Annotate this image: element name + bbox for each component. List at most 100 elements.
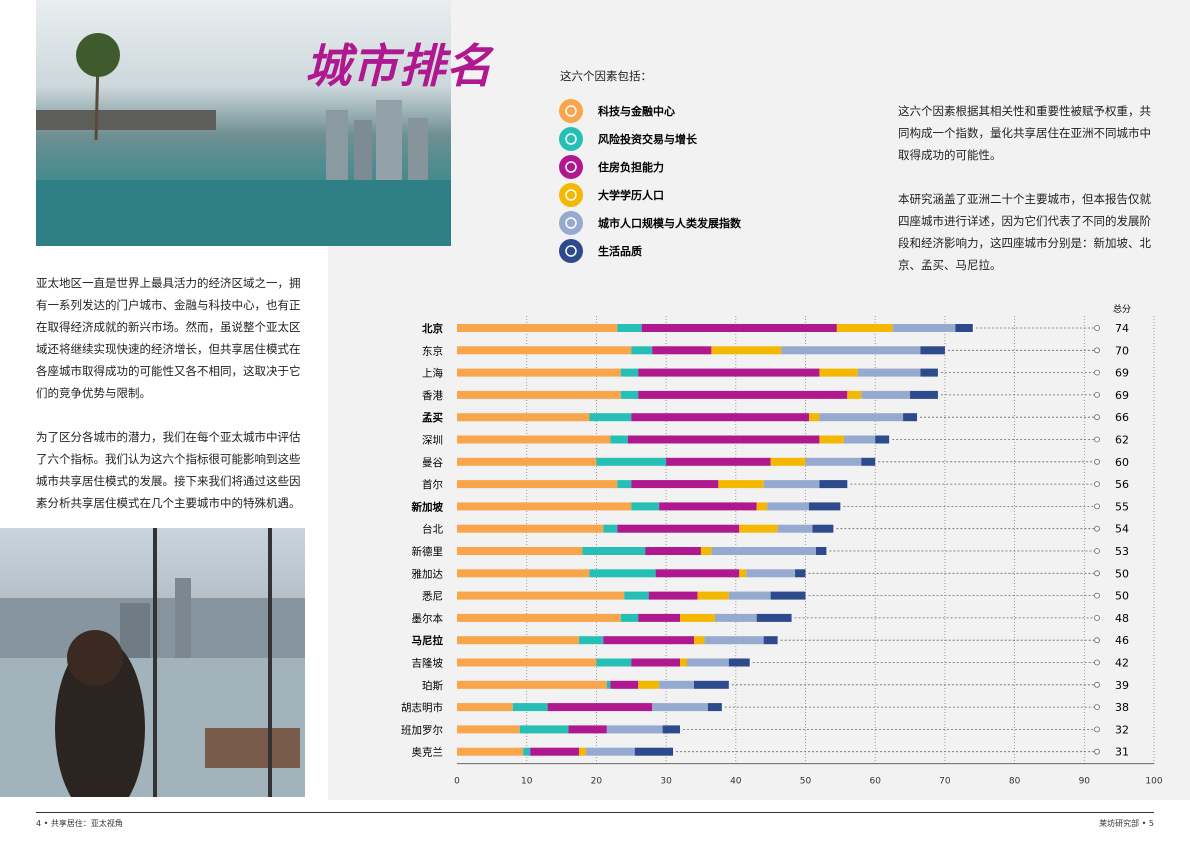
legend-label: 生活品质 — [598, 244, 642, 258]
bar-segment — [781, 346, 921, 355]
leader-dot — [1094, 414, 1100, 421]
y-tick-label: 新德里 — [412, 545, 444, 558]
bar-segment — [457, 435, 611, 444]
bar-segment — [638, 613, 681, 622]
y-tick-label: 曼谷 — [422, 457, 443, 469]
bar-segment — [631, 480, 719, 489]
paragraph: 为了区分各城市的潜力，我们在每个亚太城市中评估了六个指标。我们认为这六个指标很可… — [36, 430, 301, 510]
bar-segment — [457, 658, 597, 667]
bar-segment — [666, 457, 771, 466]
leader-dot — [1094, 392, 1100, 398]
bar-segment — [707, 703, 722, 712]
bar-segment — [746, 569, 796, 578]
total-label: 62 — [1115, 434, 1129, 447]
bar-segment — [568, 725, 607, 734]
bar-segment — [457, 413, 590, 422]
bar-segment — [920, 346, 945, 355]
bar-segment — [861, 390, 911, 399]
bar-segment — [680, 658, 688, 667]
bar-segment — [819, 435, 844, 444]
legend-label: 城市人口规模与人类发展指数 — [598, 216, 742, 230]
x-tick-label: 30 — [660, 777, 672, 787]
total-label: 54 — [1115, 523, 1129, 536]
bar-segment — [836, 324, 893, 332]
legend-icon — [559, 155, 583, 179]
x-tick-label: 100 — [1145, 777, 1162, 787]
leader-dot — [1094, 548, 1100, 554]
bar-segment — [763, 480, 820, 489]
legend-icon-inner — [565, 217, 577, 229]
bar-segment — [589, 569, 656, 578]
y-tick-label: 首尔 — [422, 478, 443, 491]
bar-segment — [711, 547, 816, 555]
total-label: 69 — [1115, 367, 1129, 380]
bar-segment — [955, 324, 973, 332]
hong-kong-photo — [0, 528, 305, 818]
bar-segment — [777, 524, 813, 533]
bar-segment — [739, 569, 747, 578]
bar-segment — [457, 547, 583, 555]
bar-segment — [638, 680, 660, 689]
bar-segment — [910, 390, 938, 399]
total-label: 70 — [1115, 344, 1129, 357]
bar-segment — [659, 502, 757, 511]
leader-dot — [1094, 436, 1100, 443]
paragraph: 本研究涵盖了亚洲二十个主要城市，但本报告仅就四座城市进行详述，因为它们代表了不同… — [898, 192, 1151, 272]
bar-segment — [624, 591, 649, 600]
bar-segment — [808, 413, 820, 422]
bar-segment — [655, 569, 740, 578]
bar-segment — [714, 613, 757, 622]
bar-segment — [617, 524, 740, 533]
bar-segment — [700, 547, 712, 555]
bar-segment — [610, 680, 639, 689]
bar-segment — [578, 747, 586, 756]
x-tick-label: 50 — [800, 777, 812, 787]
legend-icon — [559, 99, 583, 123]
bar-segment — [457, 636, 579, 645]
bar-segment — [704, 636, 764, 645]
paragraph: 亚太地区一直是世界上最具活力的经济区域之一，拥有一系列发达的门户城市、金融与科技… — [36, 276, 301, 400]
bar-segment — [767, 502, 809, 511]
legend-icon — [559, 211, 583, 235]
bar-segment — [808, 502, 841, 511]
y-tick-label: 香港 — [422, 390, 443, 402]
bar-segment — [693, 636, 705, 645]
photo-drawing — [36, 33, 451, 246]
total-label: 32 — [1115, 723, 1129, 736]
description-text: 这六个因素根据其相关性和重要性被赋予权重，共同构成一个指数，量化共享居住在亚洲不… — [898, 100, 1160, 298]
total-label: 39 — [1115, 679, 1129, 692]
bar-segment — [638, 390, 848, 399]
bar-segment — [728, 591, 771, 600]
total-label: 48 — [1115, 612, 1129, 625]
bar-segment — [457, 390, 621, 399]
bar-segment — [861, 457, 876, 466]
bar-segment — [457, 457, 597, 466]
bar-segment — [530, 747, 579, 756]
y-tick-label: 北京 — [422, 322, 443, 335]
leader-dot — [1094, 458, 1100, 465]
y-tick-label: 班加罗尔 — [401, 723, 443, 736]
total-label: 66 — [1115, 411, 1129, 424]
leader-dot — [1094, 726, 1100, 733]
leader-dot — [1094, 592, 1100, 599]
footer-right: 莱坊研究部 • 5 — [1099, 819, 1154, 828]
bar-segment — [457, 613, 621, 622]
leader-dot — [1094, 503, 1100, 510]
legend-icon-inner — [565, 105, 577, 117]
legend-icon-inner — [565, 245, 577, 257]
leader-dot — [1094, 347, 1100, 354]
bar-segment — [457, 368, 621, 377]
y-tick-label: 雅加达 — [412, 567, 444, 580]
bar-segment — [687, 658, 729, 667]
total-label: 53 — [1115, 545, 1129, 558]
total-label: 69 — [1115, 389, 1129, 402]
legend-label: 住房负担能力 — [598, 160, 664, 174]
bar-segment — [652, 703, 708, 712]
x-tick-label: 90 — [1079, 777, 1091, 787]
bar-segment — [645, 547, 701, 555]
total-label: 56 — [1115, 478, 1129, 491]
y-tick-label: 胡志明市 — [401, 701, 443, 714]
bar-segment — [631, 658, 681, 667]
bar-segment — [620, 613, 639, 622]
